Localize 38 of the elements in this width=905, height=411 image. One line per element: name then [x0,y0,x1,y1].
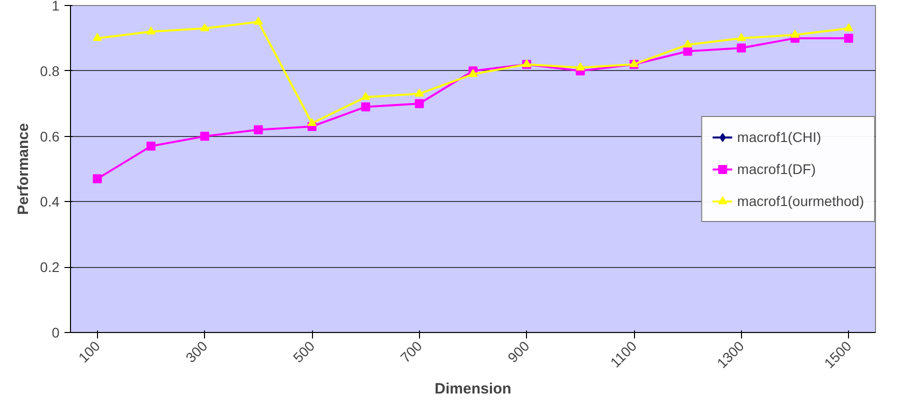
x-tick-label: 700 [397,338,426,366]
point [361,92,370,100]
y-axis-title: Performance [15,123,32,215]
point [736,44,746,53]
y-tick-label: 0 [52,324,60,340]
x-tick-label: 900 [504,338,532,366]
point [92,174,102,184]
point [146,26,156,34]
point [146,142,156,151]
point [844,34,854,43]
x-tick-label: 300 [182,338,210,366]
y-tick-label: 1 [52,0,60,14]
point [790,30,800,38]
point [414,88,424,97]
point [844,23,854,32]
point [308,118,316,126]
point [683,40,692,48]
y-tick-label: 0.8 [40,62,60,79]
point [254,125,263,134]
point [200,132,210,141]
point [92,33,102,42]
point [576,62,585,70]
point [736,33,746,42]
y-tick-label: 0.6 [40,128,60,144]
point [414,99,424,108]
point [683,46,692,56]
point [200,23,210,32]
y-tick-label: 0.2 [40,259,60,276]
y-tick-label: 0.4 [40,194,60,210]
point [468,69,478,77]
x-axis-title: Dimension [434,380,512,398]
legend-label: macrof1(ourmethod) [737,192,864,208]
x-tick-label: 100 [75,338,104,366]
legend-label: macrof1(DF) [737,160,816,176]
legend-label: macrof1(CHI) [737,128,822,144]
point [361,102,370,112]
point [254,16,263,25]
x-tick-label: 500 [290,338,318,366]
